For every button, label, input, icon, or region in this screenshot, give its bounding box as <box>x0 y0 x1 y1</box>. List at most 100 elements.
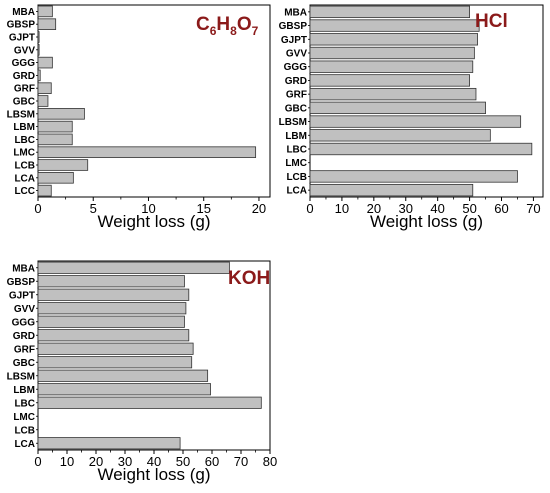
category-label: LCB <box>286 172 307 183</box>
bar-gbc <box>37 95 49 107</box>
x-axis-label: Weight loss (g) <box>97 465 210 484</box>
x-tick-label: 0 <box>34 454 41 469</box>
category-label: GJPT <box>9 33 35 44</box>
category-label: MBA <box>12 263 35 274</box>
title-subscript: 6 <box>210 24 217 38</box>
x-tick-label: 60 <box>205 454 219 469</box>
bar-grf <box>37 342 194 355</box>
category-label: GRF <box>14 344 35 355</box>
category-label: GJPT <box>9 290 35 301</box>
x-tick-label: 0 <box>34 201 41 216</box>
x-axis-label: Weight loss (g) <box>97 212 210 231</box>
bar-lbsm <box>37 369 209 382</box>
category-label: LBM <box>13 122 35 133</box>
chart-panel-2: MBA GBSP GJPT GVV GGG GRD GRF GBC LBSM LBM LBC LMC L… <box>279 4 544 231</box>
category-label: GRF <box>286 90 307 101</box>
category-label: LMC <box>13 148 35 159</box>
category-label: GRF <box>14 84 35 95</box>
title-segment: C <box>196 14 210 35</box>
bar-ggg <box>37 315 185 328</box>
bar-mba <box>37 261 230 274</box>
category-label: LBM <box>13 385 35 396</box>
category-label: GBC <box>13 358 35 369</box>
bar-lbc <box>37 396 262 409</box>
category-label: LCB <box>14 425 35 436</box>
category-label: GGG <box>12 317 36 328</box>
bar-lcb <box>37 159 89 171</box>
category-label: LBC <box>14 398 35 409</box>
x-tick-label: 70 <box>234 454 248 469</box>
category-label: LCA <box>14 439 35 450</box>
x-tick-label: 60 <box>494 201 508 216</box>
panel-title: HCl <box>475 11 508 32</box>
x-tick-label: 30 <box>118 454 132 469</box>
x-tick-label: 70 <box>526 201 540 216</box>
bar-lbm <box>37 120 73 133</box>
bar-lca <box>309 183 474 197</box>
bar-grf <box>309 87 477 101</box>
x-tick-label: 15 <box>196 201 210 216</box>
category-label: LCA <box>14 173 35 184</box>
title-subscript: 8 <box>230 24 237 38</box>
x-tick-label: 80 <box>263 454 277 469</box>
category-label: MBA <box>284 7 307 18</box>
bar-gjpt <box>37 31 40 43</box>
bar-gvv <box>37 302 187 315</box>
category-label: GBSP <box>7 277 36 288</box>
x-tick-label: 20 <box>89 454 103 469</box>
bar-lcc <box>37 184 52 197</box>
category-label: LBSM <box>7 109 35 120</box>
bar-grd <box>37 329 190 342</box>
bar-lbsm <box>309 115 522 128</box>
category-label: GRD <box>13 71 35 82</box>
category-label: GVV <box>14 304 35 315</box>
x-tick-label: 20 <box>367 201 381 216</box>
panel-title: KOH <box>228 268 270 289</box>
category-label: LBC <box>286 145 307 156</box>
category-label: LMC <box>13 412 35 423</box>
bar-lbc <box>309 142 533 156</box>
category-label: GGG <box>12 58 36 69</box>
bar-lbm <box>309 129 491 142</box>
x-tick-label: 10 <box>335 201 349 216</box>
bar-ggg <box>309 60 474 73</box>
bar-gbc <box>37 356 193 369</box>
x-tick-label: 50 <box>176 454 190 469</box>
bar-gbsp <box>37 18 57 30</box>
x-tick-label: 50 <box>462 201 476 216</box>
bar-gvv <box>309 46 475 60</box>
x-tick-label: 10 <box>60 454 74 469</box>
bar-lca <box>37 172 74 184</box>
category-label: LCA <box>286 186 307 197</box>
bar-grf <box>37 82 52 94</box>
title-segment: H <box>216 14 230 35</box>
bar-gvv <box>37 44 40 56</box>
chart-panel-3: MBA GBSP GJPT GVV GGG GRD GRF GBC LBSM LBM LBC LMC L… <box>7 260 277 484</box>
bar-ggg <box>37 56 53 69</box>
x-tick-label: 40 <box>430 201 444 216</box>
category-label: GBC <box>13 97 35 108</box>
category-label: GGG <box>284 62 308 73</box>
bar-grd <box>309 74 470 87</box>
category-label: LMC <box>285 158 307 169</box>
category-label: LBC <box>14 135 35 146</box>
category-label: LBM <box>285 131 307 142</box>
category-label: GBSP <box>279 21 308 32</box>
category-label: GJPT <box>281 35 307 46</box>
category-label: LCB <box>14 161 35 172</box>
bar-mba <box>37 5 53 18</box>
bar-gbc <box>309 101 486 115</box>
x-tick-label: 5 <box>90 201 97 216</box>
category-label: GVV <box>14 45 35 56</box>
category-label: GBSP <box>7 20 36 31</box>
bar-gjpt <box>37 288 190 301</box>
bar-gbsp <box>309 19 480 32</box>
category-label: GVV <box>286 49 307 60</box>
x-tick-label: 40 <box>147 454 161 469</box>
bar-grd <box>37 69 41 82</box>
category-label: GBC <box>285 103 307 114</box>
bar-lmc <box>37 146 257 158</box>
x-tick-label: 20 <box>252 201 266 216</box>
